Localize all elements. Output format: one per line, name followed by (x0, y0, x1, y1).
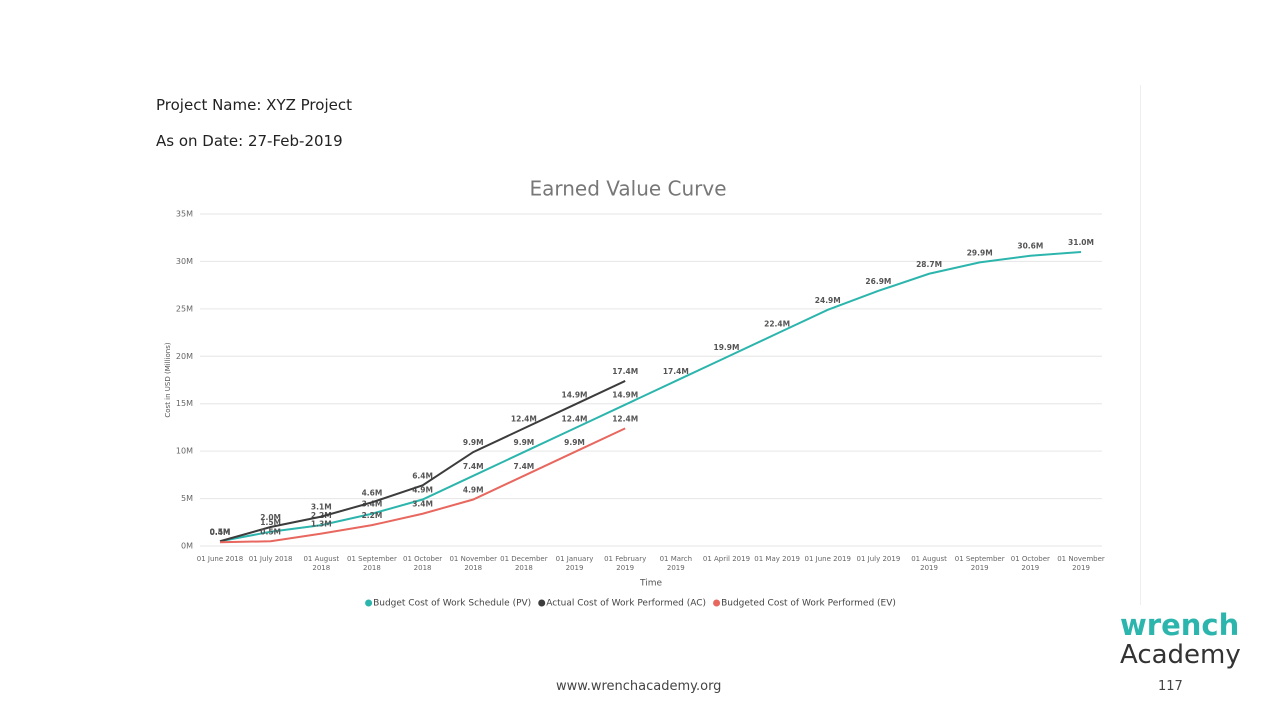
legend-label: Budget Cost of Work Schedule (PV) (373, 599, 531, 609)
data-label: 0.4M (210, 528, 231, 537)
x-tick-label: 01 July 2018 (248, 555, 293, 563)
legend-marker (713, 599, 721, 607)
data-label: 0.5M (210, 527, 231, 536)
x-tick-label: 01 September 2019 (954, 555, 1005, 572)
x-tick-label: 01 May 2019 (754, 555, 800, 563)
x-tick-label: 01 October 2018 (403, 555, 443, 572)
y-tick-label: 10M (176, 447, 193, 456)
y-tick-label: 25M (176, 304, 193, 313)
page-number: 117 (1158, 679, 1183, 694)
x-tick-label: 01 December 2018 (500, 555, 548, 572)
data-label: 9.9M (463, 438, 484, 447)
data-label: 31.0M (1068, 238, 1094, 247)
data-label: 4.6M (362, 488, 383, 497)
data-label: 4.9M (412, 486, 433, 495)
data-label: 0.5M (210, 527, 231, 536)
x-tick-label: 01 August 2018 (303, 555, 340, 572)
y-tick-label: 15M (176, 399, 193, 408)
data-label: 4.9M (463, 486, 484, 495)
series-line (219, 380, 626, 543)
series-line (219, 427, 626, 544)
series-line (219, 250, 1082, 543)
data-label: 19.9M (713, 343, 739, 352)
x-tick-label: 01 September 2018 (347, 555, 397, 572)
x-tick-label: 01 October 2019 (1010, 555, 1050, 572)
data-label: 2.2M (362, 511, 383, 520)
y-tick-label: 20M (176, 352, 193, 361)
x-tick-label: 01 August 2019 (911, 555, 947, 572)
data-label: 29.9M (967, 248, 993, 257)
logo-top: wrench (1120, 608, 1240, 642)
data-label: 28.7M (916, 260, 942, 269)
legend-label: Budgeted Cost of Work Performed (EV) (721, 599, 896, 609)
y-tick-label: 30M (176, 257, 193, 266)
y-tick-label: 35M (176, 210, 193, 219)
x-tick-label: 01 April 2019 (702, 555, 751, 563)
data-label: 14.9M (562, 391, 588, 400)
x-tick-label: 01 March 2019 (659, 555, 693, 572)
legend-marker (365, 599, 373, 607)
y-axis-label: Cost in USD (Millions) (164, 342, 172, 417)
data-label: 7.4M (514, 462, 535, 471)
x-tick-label: 01 November 2019 (1057, 555, 1105, 572)
data-label: 3.1M (311, 503, 332, 512)
data-label: 1.3M (311, 520, 332, 529)
x-axis-label: Time (639, 579, 662, 589)
data-label: 0.5M (260, 527, 281, 536)
data-label: 7.4M (463, 462, 484, 471)
data-label: 17.4M (612, 367, 638, 376)
data-label: 3.4M (362, 500, 383, 509)
data-label: 26.9M (865, 277, 891, 286)
data-label: 1.5M (260, 518, 281, 527)
x-tick-label: 01 February 2019 (604, 555, 647, 572)
data-label: 9.9M (564, 438, 585, 447)
data-label: 12.4M (562, 414, 588, 423)
data-label: 2.0M (260, 513, 281, 522)
footer-url: www.wrenchacademy.org (556, 679, 722, 694)
data-label: 22.4M (764, 320, 790, 329)
data-label: 30.6M (1017, 242, 1043, 251)
data-label: 24.9M (815, 296, 841, 305)
data-label: 12.4M (511, 414, 537, 423)
legend-marker (538, 599, 546, 607)
data-label: 6.4M (412, 471, 433, 480)
y-tick-label: 0M (181, 542, 193, 551)
logo-bottom: Academy (1120, 640, 1241, 670)
as-on-date: As on Date: 27-Feb-2019 (156, 132, 343, 150)
chart-title: Earned Value Curve (529, 177, 726, 201)
data-label: 3.4M (412, 500, 433, 509)
x-tick-label: 01 June 2018 (196, 555, 244, 563)
data-label: 17.4M (663, 367, 689, 376)
y-tick-label: 5M (181, 494, 193, 503)
data-label: 12.4M (612, 414, 638, 423)
legend-label: Actual Cost of Work Performed (AC) (546, 599, 706, 609)
data-label: 14.9M (612, 391, 638, 400)
divider (1140, 85, 1141, 605)
project-name: Project Name: XYZ Project (156, 96, 352, 114)
x-tick-label: 01 January 2019 (555, 555, 594, 572)
x-tick-label: 01 November 2018 (449, 555, 498, 572)
data-label: 9.9M (514, 438, 535, 447)
x-tick-label: 01 July 2019 (856, 555, 901, 563)
x-tick-label: 01 June 2019 (804, 555, 851, 563)
